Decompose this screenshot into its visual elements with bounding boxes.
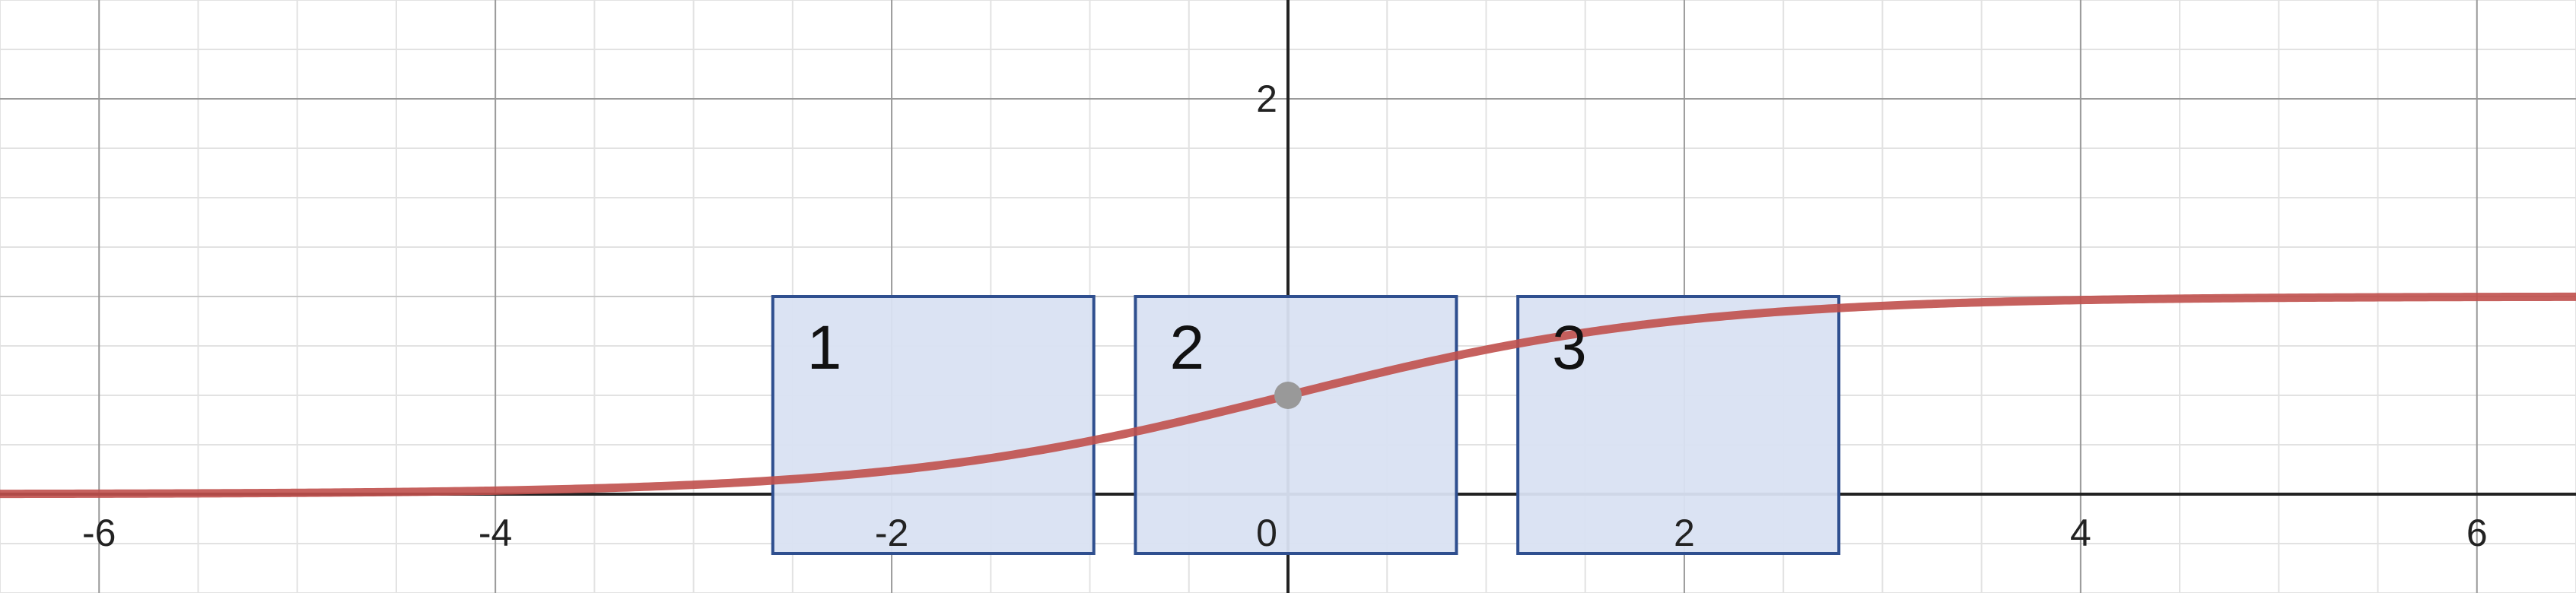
x-tick-label: 4 xyxy=(2070,512,2091,554)
region-box-3 xyxy=(1516,295,1841,555)
x-tick-label: -4 xyxy=(479,512,512,554)
box-labels: 1 2 3 xyxy=(807,313,1587,382)
region-box-label-3: 3 xyxy=(1552,313,1587,382)
x-tick-label: 2 xyxy=(1674,512,1695,554)
region-box-label-2: 2 xyxy=(1169,313,1204,382)
region-box-2 xyxy=(1134,295,1458,555)
x-tick-label: -6 xyxy=(82,512,116,554)
curve-layer xyxy=(0,292,2576,499)
y-tick-label: 2 xyxy=(1256,78,1277,120)
region-box-label-1: 1 xyxy=(807,313,842,382)
region-box-1 xyxy=(771,295,1096,555)
inflection-point[interactable] xyxy=(1274,382,1302,409)
tick-labels: -6 -4 -2 0 2 4 6 2 xyxy=(82,78,2488,554)
x-tick-label: 0 xyxy=(1256,512,1277,554)
x-tick-label: 6 xyxy=(2466,512,2488,554)
boxes xyxy=(771,295,1841,555)
x-tick-label: -2 xyxy=(875,512,908,554)
